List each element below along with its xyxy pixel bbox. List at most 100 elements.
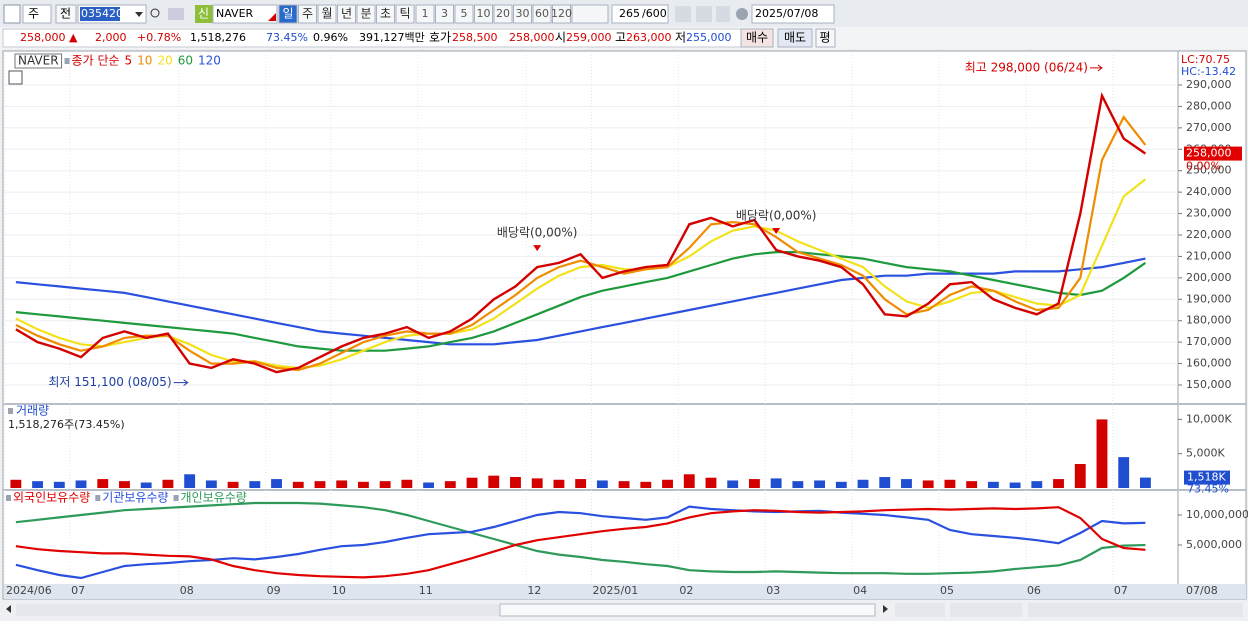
volume-bar: [292, 481, 304, 488]
date-box[interactable]: [751, 4, 835, 24]
x-tick-label: 2025/01: [593, 584, 639, 597]
buy[interactable]: 매수: [746, 31, 768, 45]
interval-button[interactable]: [337, 4, 356, 24]
minute-label[interactable]: 20: [496, 7, 510, 20]
count[interactable]: 265: [619, 7, 640, 20]
event-marker: [533, 245, 542, 252]
date[interactable]: 2025/07/08: [755, 7, 818, 20]
prev-button[interactable]: [55, 4, 77, 24]
volume-bar: [1031, 481, 1043, 488]
code[interactable]: 035420: [81, 7, 123, 20]
tool-icon[interactable]: [675, 6, 691, 22]
volume-bar: [32, 481, 44, 488]
y-tick-label: 5,000,000: [1186, 538, 1242, 551]
interval-label[interactable]: 일: [282, 7, 293, 21]
minute-button[interactable]: [435, 4, 454, 24]
volume-bar: [553, 479, 565, 488]
y-tick-label: 280,000: [1186, 99, 1232, 112]
volume-bar: [640, 481, 652, 488]
volume-bar: [1074, 463, 1086, 488]
save-icon[interactable]: [716, 6, 730, 22]
volume-bar: [1053, 479, 1064, 488]
event-label: 배당락(0,00%): [497, 226, 578, 240]
chart-frame: [2, 50, 1247, 600]
minute-label[interactable]: 10: [477, 7, 491, 20]
scroll-thumb[interactable]: [499, 603, 876, 617]
volume-bar: [618, 481, 630, 488]
avg[interactable]: 평: [819, 31, 830, 45]
volume-bar: [336, 480, 348, 488]
interval-button[interactable]: [395, 4, 415, 24]
volume-bar: [271, 479, 282, 488]
minute-label[interactable]: 1: [422, 7, 429, 20]
legend-entry: 120: [198, 54, 221, 68]
interval-button[interactable]: [356, 4, 376, 24]
panel-divider: [3, 403, 1246, 405]
table-icon[interactable]: [8, 70, 23, 85]
max-count: /600: [642, 7, 667, 20]
volume-bar: [53, 481, 65, 488]
sound-icon[interactable]: [168, 8, 184, 20]
y-tick-label: 230,000: [1186, 207, 1232, 220]
minute-label[interactable]: 3: [441, 7, 448, 20]
zoom-slider[interactable]: [950, 603, 1022, 617]
interval-label[interactable]: 주: [302, 7, 313, 21]
interval-button[interactable]: [317, 4, 337, 24]
y-tick-label: 200,000: [1186, 271, 1232, 284]
interval-button[interactable]: [376, 4, 395, 24]
price: 258,000 ▲: [20, 31, 78, 44]
interval-label[interactable]: 분: [360, 7, 371, 21]
sell-button[interactable]: [777, 28, 813, 48]
minute-button[interactable]: [493, 4, 513, 24]
settings-icon[interactable]: [736, 8, 748, 20]
buy-button[interactable]: [740, 28, 774, 48]
count-box[interactable]: [611, 4, 669, 24]
minute-label[interactable]: 5: [461, 7, 468, 20]
minute-label[interactable]: 60: [535, 7, 549, 20]
minute-button[interactable]: [474, 4, 493, 24]
minute-label[interactable]: 30: [516, 7, 530, 20]
dropdown-arrow: [135, 12, 143, 17]
change-pct: +0.78%: [137, 31, 181, 44]
legend-entry: 개인보유수량: [181, 491, 247, 505]
interval-label[interactable]: 월: [321, 7, 332, 21]
minute-button[interactable]: [513, 4, 532, 24]
ask-label: 호가: [429, 31, 451, 45]
legend-entry: 5: [125, 54, 133, 68]
period[interactable]: 주: [28, 7, 39, 21]
scroll-right[interactable]: [883, 605, 888, 613]
minute-label[interactable]: 120: [551, 7, 572, 20]
scroll-left[interactable]: [6, 605, 11, 613]
minute-button[interactable]: [415, 4, 435, 24]
minute-button[interactable]: [532, 4, 552, 24]
minute-button[interactable]: [552, 4, 571, 24]
volume-title: 거래량: [16, 404, 49, 418]
volume-bar: [727, 480, 739, 488]
legend-label: 종가 단순: [72, 54, 120, 68]
volume-bar: [1009, 482, 1021, 488]
interval-button[interactable]: [298, 4, 317, 24]
avg-button[interactable]: [815, 28, 836, 48]
sell[interactable]: 매도: [784, 31, 806, 45]
name-corner: [268, 13, 276, 21]
interval-label[interactable]: 년: [341, 7, 352, 21]
period-select[interactable]: [22, 4, 52, 24]
name-box[interactable]: [212, 4, 278, 24]
y-tick-label: 250,000: [1186, 164, 1232, 177]
minute-button[interactable]: [454, 4, 474, 24]
prev[interactable]: 전: [60, 7, 71, 21]
y-tick-label: 190,000: [1186, 292, 1232, 305]
volume-bar: [314, 481, 326, 488]
interval-button[interactable]: [278, 4, 298, 24]
view-tools[interactable]: [1028, 603, 1243, 617]
minute-select[interactable]: [571, 4, 609, 24]
stock-name[interactable]: NAVER: [216, 7, 254, 20]
interval-label[interactable]: 초: [380, 7, 391, 21]
volume-bar: [770, 478, 782, 488]
interval-label[interactable]: 틱: [399, 7, 410, 21]
search-icon[interactable]: [150, 8, 160, 18]
menu-icon[interactable]: [3, 4, 21, 24]
tool-icon[interactable]: [696, 6, 712, 22]
play-controls[interactable]: [895, 603, 945, 617]
low: 255,000: [686, 31, 732, 44]
